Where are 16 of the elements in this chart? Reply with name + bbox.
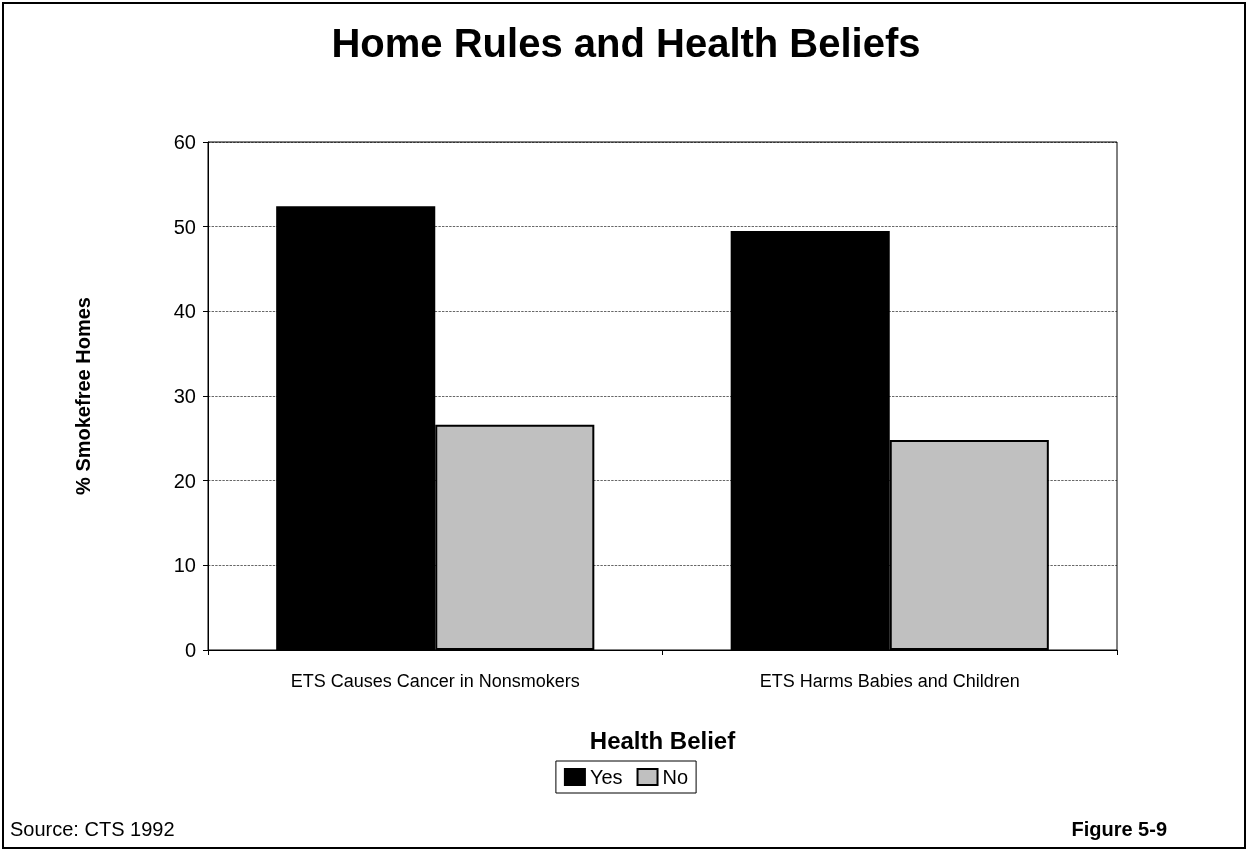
x-axis-title: Health Belief — [589, 726, 737, 754]
y-tick-label: 10 — [173, 554, 196, 577]
legend-label: Yes — [589, 766, 623, 788]
source-note: Source: CTS 1992 — [10, 818, 175, 841]
legend-label: No — [662, 766, 689, 788]
caption: Figure 5-9 — [1071, 818, 1167, 841]
x-tick-label: ETS Causes Cancer in Nonsmokers — [290, 671, 580, 691]
y-tick-label: 60 — [173, 131, 196, 153]
chart-title: Home Rules and Health Beliefs — [331, 21, 921, 65]
x-tick-label: ETS Harms Babies and Children — [759, 671, 1020, 691]
y-tick-label: 20 — [173, 469, 196, 492]
y-tick-label: 0 — [184, 639, 196, 661]
y-tick-label: 30 — [173, 385, 196, 407]
y-axis-title: % Smokefree Homes — [72, 297, 94, 495]
y-tick-label: 50 — [173, 215, 196, 238]
y-tick-label: 40 — [173, 300, 196, 323]
